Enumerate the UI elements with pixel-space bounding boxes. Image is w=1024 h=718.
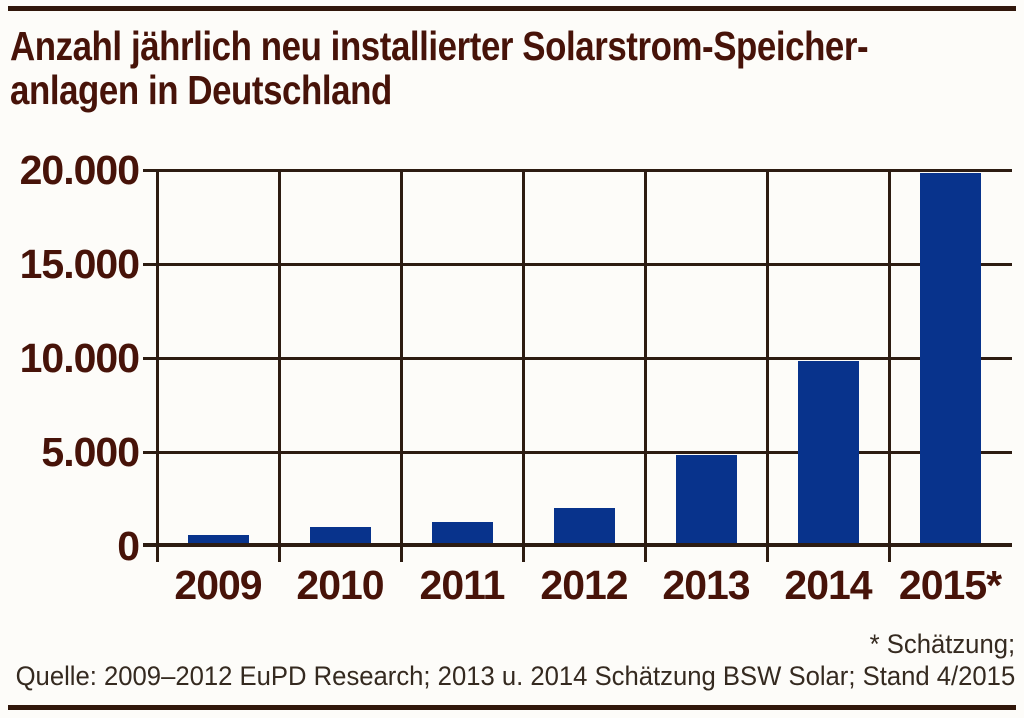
chart-title-line1: Anzahl jährlich neu installierter Solars… <box>10 23 869 69</box>
gridline-v-4 <box>643 170 647 562</box>
bar-2011 <box>431 521 493 546</box>
bar-2010 <box>309 527 371 546</box>
gridline-v-6 <box>887 170 891 562</box>
x-tick-label-2015: 2015* <box>898 562 1002 608</box>
x-tick-label-2011: 2011 <box>419 562 506 608</box>
x-tick-label-2009: 2009 <box>174 562 262 608</box>
y-tick-label-20000: 20.000 <box>19 147 140 193</box>
gridline-10000 <box>143 356 1012 360</box>
gridline-5000 <box>143 450 1012 454</box>
plot-area <box>143 168 1012 562</box>
gridline-20000 <box>143 168 1012 172</box>
y-axis-line <box>155 170 159 562</box>
x-tick-label-2012: 2012 <box>540 562 628 608</box>
x-tick-label-2014: 2014 <box>784 562 872 608</box>
gridline-v-2 <box>399 170 403 562</box>
gridline-15000 <box>143 262 1012 266</box>
gridline-v-1 <box>277 170 281 562</box>
source-text: Quelle: 2009–2012 EuPD Research; 2013 u.… <box>15 661 1015 691</box>
y-axis-tick-labels: 0 5.000 10.000 15.000 20.000 <box>0 0 140 718</box>
bar-2012 <box>553 508 615 546</box>
bottom-rule <box>8 705 1016 710</box>
gridline-v-3 <box>521 170 525 562</box>
y-tick-label-15000: 15.000 <box>19 241 140 287</box>
top-rule <box>8 6 1016 11</box>
x-tick-label-2013: 2013 <box>662 562 750 608</box>
bar-2009 <box>187 534 249 546</box>
x-axis-line <box>143 543 1012 547</box>
x-axis-tick-labels: 2009 2010 2011 2012 2013 2014 2015* <box>157 564 1011 608</box>
gridline-v-5 <box>765 170 769 562</box>
x-tick-label-2010: 2010 <box>296 562 384 608</box>
y-tick-label-10000: 10.000 <box>19 335 140 381</box>
bar-2015 <box>919 172 981 546</box>
bar-2013 <box>675 454 737 546</box>
y-tick-label-0: 0 <box>117 523 140 569</box>
bar-2014 <box>797 360 859 546</box>
chart-title: Anzahl jährlich neu installierter Solars… <box>10 23 869 113</box>
y-tick-label-5000: 5.000 <box>41 429 140 475</box>
footnote-schaetzung: * Schätzung; <box>869 629 1015 659</box>
chart-title-line2: anlagen in Deutschland <box>10 67 392 113</box>
